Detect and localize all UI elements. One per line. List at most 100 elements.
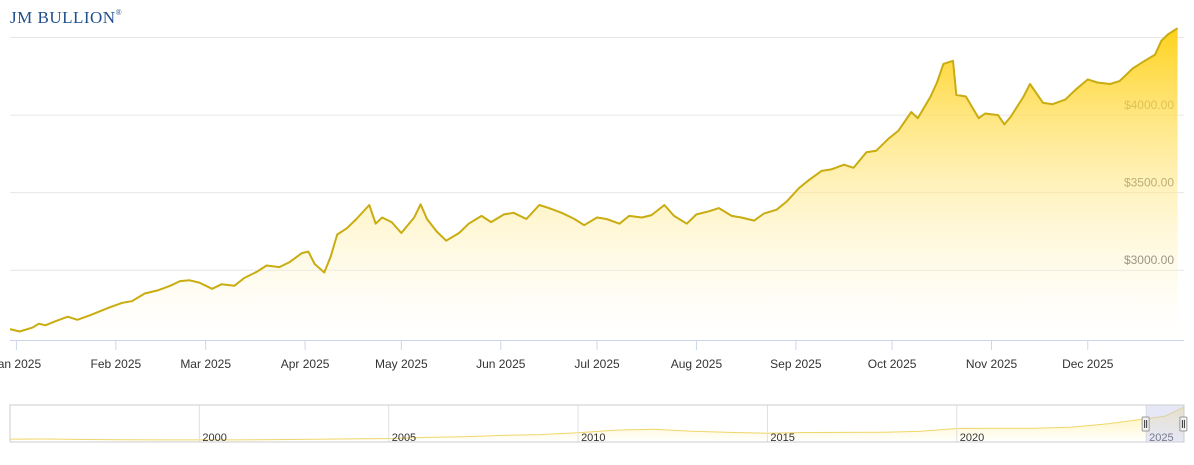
data-point	[1161, 40, 1163, 42]
data-point	[1167, 33, 1169, 35]
data-point	[44, 324, 46, 326]
data-point	[798, 187, 800, 189]
x-tick-label: Jun 2025	[476, 357, 526, 371]
x-tick-label: Aug 2025	[671, 357, 723, 371]
data-point	[865, 151, 867, 153]
handle-grip	[1179, 416, 1188, 432]
x-tick-label: May 2025	[375, 357, 428, 371]
data-point	[984, 113, 986, 115]
data-point	[853, 167, 855, 169]
data-point	[221, 283, 223, 285]
data-point	[381, 217, 383, 219]
data-point	[888, 137, 890, 139]
data-point	[663, 204, 665, 206]
data-point	[1141, 61, 1143, 63]
data-point	[843, 164, 845, 166]
navigator-tick-label: 2010	[581, 432, 605, 444]
price-line	[9, 27, 1179, 333]
data-point	[458, 232, 460, 234]
x-tick-label: Dec 2025	[1062, 357, 1114, 371]
x-axis-labels: Jan 2025 Feb 2025 Mar 2025 Apr 2025 May 2025…	[0, 340, 1114, 371]
data-point	[651, 214, 653, 216]
data-point	[445, 240, 447, 242]
data-point	[38, 323, 40, 325]
data-point	[1087, 78, 1089, 80]
data-point	[776, 209, 778, 211]
data-point	[942, 63, 944, 65]
x-tick-label: Sep 2025	[770, 357, 822, 371]
data-point	[606, 218, 608, 220]
data-point	[965, 96, 967, 98]
data-point	[198, 282, 200, 284]
data-point	[1042, 102, 1044, 104]
data-point	[596, 217, 598, 219]
data-point	[256, 271, 258, 273]
data-point	[490, 221, 492, 223]
data-point	[1052, 103, 1054, 105]
data-point	[641, 217, 643, 219]
data-point	[628, 215, 630, 217]
data-point	[413, 217, 415, 219]
data-point	[234, 285, 236, 287]
data-point	[323, 272, 325, 274]
data-point	[1096, 82, 1098, 84]
data-point	[574, 218, 576, 220]
x-tick-label: Oct 2025	[868, 357, 917, 371]
data-point	[763, 213, 765, 215]
data-point	[1064, 99, 1066, 101]
data-point	[32, 327, 34, 329]
data-point	[830, 168, 832, 170]
data-point	[955, 94, 957, 96]
handle-grip	[1141, 416, 1150, 432]
navigator-tick-label: 2005	[392, 432, 416, 444]
data-point	[1029, 83, 1031, 85]
data-point	[243, 277, 245, 279]
data-point	[179, 280, 181, 282]
data-point	[54, 320, 56, 322]
x-tick-label: Jan 2025	[0, 357, 41, 371]
data-point	[917, 117, 919, 119]
data-point	[211, 288, 213, 290]
navigator-tick-label: 2015	[770, 432, 794, 444]
x-tick-label: Nov 2025	[966, 357, 1018, 371]
data-point	[718, 207, 720, 209]
data-point	[169, 285, 171, 287]
x-tick-label: Jul 2025	[574, 357, 620, 371]
navigator-tick-label: 2025	[1149, 432, 1173, 444]
data-point	[525, 218, 527, 220]
data-point	[9, 328, 11, 330]
data-point	[1119, 80, 1121, 82]
data-point	[330, 255, 332, 257]
data-point	[436, 230, 438, 232]
navigator-tick-label: 2000	[202, 432, 226, 444]
x-tick-label: Feb 2025	[90, 357, 141, 371]
data-point	[375, 223, 377, 225]
data-point	[420, 203, 422, 205]
data-point	[978, 117, 980, 119]
data-point	[821, 170, 823, 172]
navigator-left-handle[interactable]	[1141, 416, 1150, 432]
data-point	[67, 316, 69, 318]
data-point	[695, 213, 697, 215]
navigator: 2000 2005 2010 2015 2020 2025	[9, 404, 1188, 444]
data-point	[503, 213, 505, 215]
data-point	[808, 179, 810, 181]
data-point	[1023, 96, 1025, 98]
jm-bullion-logo: JM BULLION®	[10, 8, 122, 28]
data-point	[740, 217, 742, 219]
data-point	[1177, 27, 1179, 29]
x-tick-label: Apr 2025	[281, 357, 330, 371]
navigator-selection	[1146, 405, 1184, 442]
data-point	[1003, 123, 1005, 125]
navigator-tick-label: 2020	[960, 432, 984, 444]
data-point	[189, 279, 191, 281]
navigator-right-handle[interactable]	[1179, 416, 1188, 432]
data-point	[1109, 83, 1111, 85]
data-point	[481, 215, 483, 217]
data-point	[898, 130, 900, 132]
data-point	[391, 221, 393, 223]
data-point	[930, 96, 932, 98]
data-point	[936, 82, 938, 84]
data-point	[108, 306, 110, 308]
